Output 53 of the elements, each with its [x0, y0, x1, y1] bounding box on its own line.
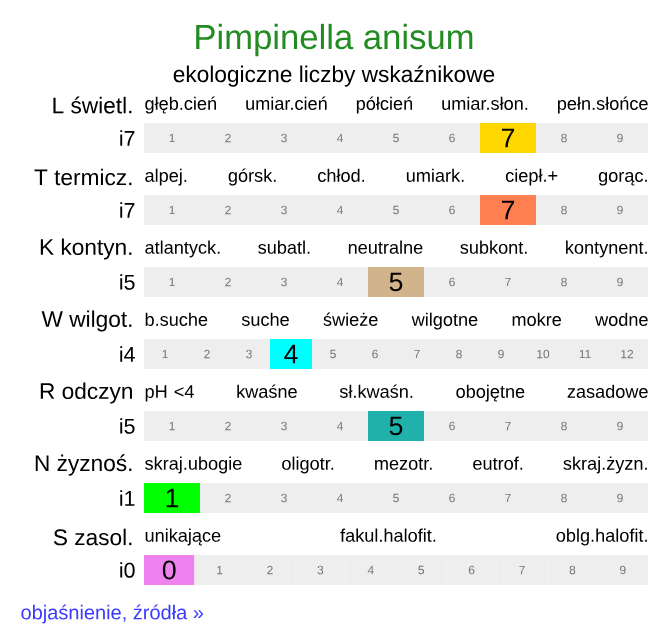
annotation: neutralne [348, 240, 423, 254]
y-tick-label: i5 [120, 418, 135, 434]
annotation: kontynent. [566, 240, 647, 258]
y-axis-title: K kontyn. [40, 238, 132, 260]
annotation: obojętne [456, 384, 525, 402]
y-axis-title: S zasol. [53, 528, 132, 546]
annotation: ciepł.+ [505, 168, 558, 186]
y-axis-title: W wilgot. [41, 310, 132, 332]
chart-subtitle: ekologiczne liczby wskaźnikowe [173, 65, 495, 87]
annotation: atlantyck. [145, 240, 220, 258]
y-tick-label: i1 [120, 490, 135, 506]
annotation: górsk. [228, 168, 276, 186]
annotation: oblg.halofit. [556, 528, 647, 546]
annotation: mokre [512, 312, 562, 326]
annotation: wilgotne [411, 312, 478, 330]
annotation: skraj.żyzn. [563, 456, 647, 474]
y-axis-title: T termicz. [34, 168, 132, 186]
annotation: b.suche [145, 312, 208, 326]
annotation: sł.kwaśn. [339, 384, 413, 398]
annotation: umiar.cień [246, 96, 327, 110]
y-axis-title: R odczyn [40, 382, 132, 404]
annotation: umiar.słon. [442, 96, 528, 110]
annotation: oligotr. [282, 456, 334, 474]
annotation: mezotr. [375, 457, 432, 470]
annotation: wodne [595, 312, 648, 326]
annotation: skraj.ubogie [145, 456, 242, 474]
y-tick-label: i7 [120, 130, 135, 146]
y-tick-label: i4 [120, 346, 135, 362]
y-axis-title: L świetl. [53, 96, 132, 114]
annotation: pH <4 [145, 385, 194, 402]
annotation: subkont. [460, 240, 527, 254]
annotation: chłod. [318, 168, 365, 182]
annotation: półcień [356, 96, 413, 114]
annotation: eutrof. [473, 456, 523, 470]
annotation: kwaśne [237, 384, 297, 398]
y-tick-label: i7 [120, 202, 135, 218]
annotation: fakul.halofit. [340, 528, 436, 542]
annotation: pełn.słońce [557, 96, 648, 114]
annotation: suche [241, 312, 289, 326]
annotation: alpej. [145, 168, 187, 186]
annotation: umiark. [406, 168, 464, 182]
annotation: zasadowe [567, 384, 648, 398]
data-label: 0 [162, 560, 176, 580]
y-tick-label: i0 [120, 562, 135, 578]
annotation: objaśnienie, źródła » [21, 604, 204, 624]
annotation: gorąc. [598, 172, 647, 186]
annotation: subatl. [258, 240, 310, 254]
annotation: unikające [145, 528, 221, 546]
y-tick-label: i5 [120, 274, 135, 290]
chart-title: Pimpinella anisum [196, 23, 473, 57]
annotation: głęb.cień [145, 96, 216, 114]
y-axis-title: N żyznoś. [35, 454, 132, 476]
annotation: świeże [323, 312, 378, 326]
